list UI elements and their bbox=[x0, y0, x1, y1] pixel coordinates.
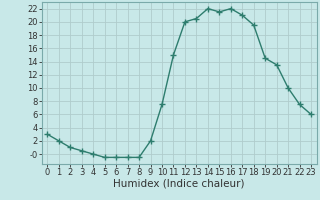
X-axis label: Humidex (Indice chaleur): Humidex (Indice chaleur) bbox=[114, 179, 245, 189]
